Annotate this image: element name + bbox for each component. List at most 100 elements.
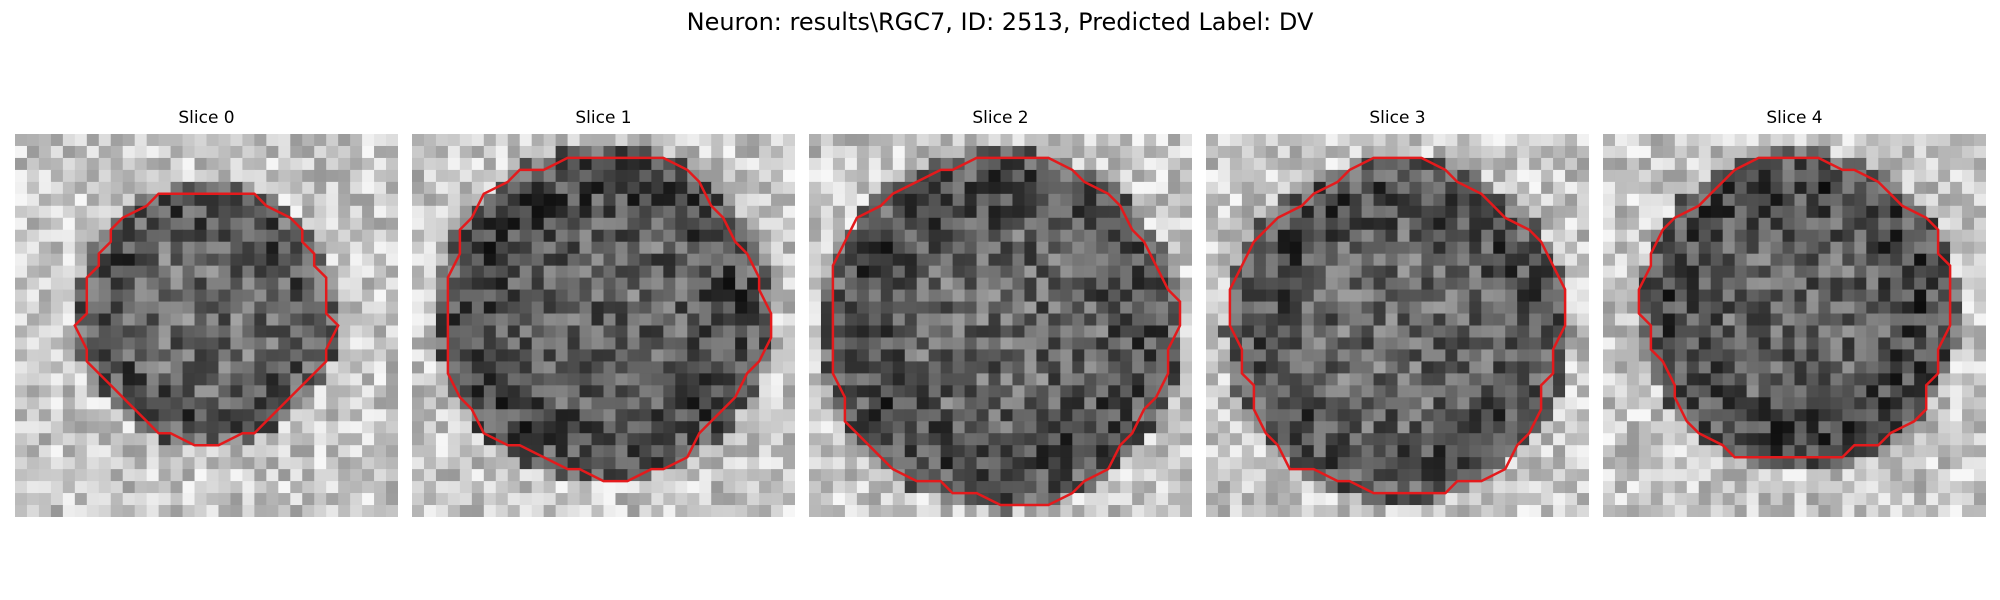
slice-pixel [1782,385,1796,398]
slice-pixel [880,134,894,147]
slice-pixel [1277,157,1291,171]
slice-pixel [386,481,398,494]
slice-pixel [928,433,942,446]
slice-pixel [278,169,291,183]
slice-pixel [1866,289,1879,303]
slice-pixel [1638,445,1652,458]
slice-pixel [122,325,136,339]
slice-pixel [1325,337,1339,351]
slice-pixel [374,217,387,231]
slice-pixel [423,385,437,398]
slice-pixel [122,181,136,195]
slice-pixel [1626,445,1640,458]
slice-pixel [1289,217,1303,231]
slice-pixel [783,265,795,279]
slice-pixel [940,229,954,243]
slice-pixel [1144,157,1157,171]
slice-pixel [747,481,760,494]
slice-pixel [459,169,473,183]
slice-pixel [146,169,160,183]
slice-pixel [1650,325,1664,339]
slice-pixel [1325,457,1339,470]
slice-pixel [1409,193,1423,207]
slice-pixel [254,505,267,517]
slice-pixel [1409,421,1423,434]
slice-pixel [26,181,40,195]
slice-pixel [170,493,184,506]
slice-pixel [771,277,784,291]
slice-pixel [579,313,593,327]
slice-pixel [1337,421,1351,434]
slice-pixel [1662,433,1676,446]
slice-pixel [1866,421,1879,434]
slice-pixel [254,493,267,506]
slice-pixel [1818,301,1832,315]
slice-pixel [1746,385,1760,398]
slice-pixel [1950,397,1963,410]
slice-pixel [1409,325,1423,339]
slice-pixel [471,169,485,183]
slice-pixel [1493,505,1506,517]
slice-pixel [711,385,724,398]
slice-pixel [412,205,425,219]
slice-pixel [820,493,834,506]
slice-pixel [1529,313,1542,327]
slice-pixel [1000,157,1014,171]
slice-pixel [964,445,978,458]
slice-pixel [771,253,784,267]
slice-pixel [1337,289,1351,303]
slice-pixel [783,469,795,482]
slice-pixel [1325,409,1339,422]
slice-pixel [1012,445,1026,458]
slice-pixel [579,433,593,446]
slice-pixel [134,337,148,351]
slice-pixel [1265,265,1279,279]
slice-pixel [134,361,148,374]
slice-pixel [483,134,497,147]
slice-pixel [639,481,652,494]
slice-pixel [1962,157,1975,171]
slice-pixel [206,277,220,291]
slice-pixel [74,349,88,363]
slice-pixel [1337,134,1351,147]
slice-pixel [1878,361,1891,374]
slice-pixel [627,481,641,494]
slice-pixel [1902,301,1915,315]
slice-pixel [1698,361,1712,374]
slice-pixel [699,241,712,255]
slice-pixel [747,145,760,159]
slice-pixel [543,433,557,446]
slice-pixel [675,181,688,195]
slice-pixel [1349,181,1363,195]
slice-pixel [1686,313,1700,327]
slice-pixel [194,409,208,422]
slice-pixel [711,349,724,363]
slice-pixel [471,481,485,494]
slice-pixel [1830,277,1843,291]
slice-pixel [278,289,291,303]
slice-pixel [868,193,882,207]
slice-pixel [98,193,112,207]
slice-pixel [338,325,351,339]
slice-pixel [1866,134,1879,147]
slice-pixel [206,253,220,267]
slice-pixel [1878,169,1891,183]
slice-pixel [832,217,846,231]
slice-pixel [1217,481,1231,494]
slice-pixel [832,145,846,159]
slice-pixel [1686,397,1700,410]
slice-pixel [1036,181,1049,195]
slice-pixel [603,409,617,422]
slice-pixel [1385,397,1399,410]
slice-pixel [412,481,425,494]
slice-pixel [374,385,387,398]
slice-pixel [1698,385,1712,398]
slice-pixel [435,469,449,482]
slice-pixel [880,421,894,434]
slice-pixel [832,445,846,458]
slice-pixel [1866,157,1879,171]
slice-pixel [1794,241,1808,255]
slice-pixel [1926,134,1939,147]
slice-pixel [1349,253,1363,267]
slice-pixel [1626,181,1640,195]
